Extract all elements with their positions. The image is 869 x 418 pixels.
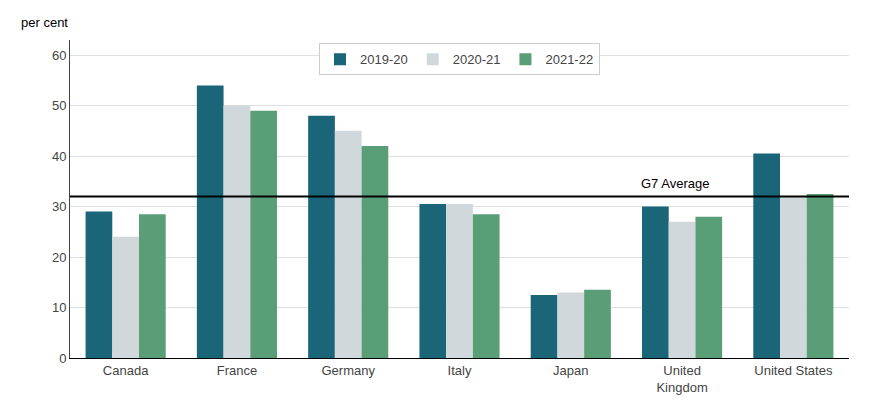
svg-text:Japan: Japan <box>553 363 588 378</box>
svg-text:UnitedKingdom: UnitedKingdom <box>656 363 707 395</box>
svg-text:30: 30 <box>52 199 66 214</box>
svg-text:2019-20: 2019-20 <box>360 52 408 67</box>
svg-text:Germany: Germany <box>321 363 375 378</box>
svg-text:Italy: Italy <box>448 363 472 378</box>
svg-text:10: 10 <box>52 300 66 315</box>
svg-text:0: 0 <box>59 351 66 366</box>
svg-text:2021-22: 2021-22 <box>545 52 593 67</box>
svg-text:France: France <box>217 363 257 378</box>
svg-text:per cent: per cent <box>21 15 68 30</box>
svg-text:60: 60 <box>52 48 66 63</box>
svg-text:40: 40 <box>52 149 66 164</box>
svg-text:20: 20 <box>52 250 66 265</box>
svg-text:2020-21: 2020-21 <box>453 52 501 67</box>
svg-text:United States: United States <box>754 363 833 378</box>
svg-text:G7 Average: G7 Average <box>641 176 709 191</box>
svg-text:50: 50 <box>52 98 66 113</box>
svg-text:Canada: Canada <box>103 363 149 378</box>
